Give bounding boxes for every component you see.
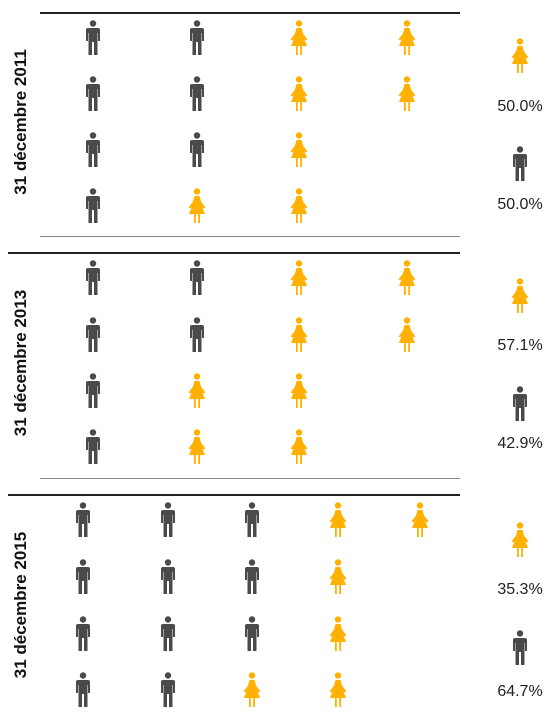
female-person-icon	[188, 188, 206, 223]
female-person-icon	[329, 672, 347, 707]
female-person-icon	[188, 373, 206, 408]
male-person-icon	[76, 616, 90, 651]
male-person-icon	[245, 502, 259, 537]
legend-female-person-icon	[511, 278, 529, 313]
panel-top-rule	[8, 494, 460, 496]
female-person-icon	[398, 76, 416, 111]
male-person-icon	[76, 502, 90, 537]
male-percentage-label: 64.7%	[497, 683, 543, 700]
female-person-icon	[290, 260, 308, 295]
panel-top-rule	[8, 252, 460, 254]
female-person-icon	[188, 429, 206, 464]
male-person-icon	[161, 616, 175, 651]
legend-female-person-icon	[511, 38, 529, 73]
panel-divider	[40, 478, 460, 479]
male-person-icon	[86, 188, 100, 223]
female-person-icon	[290, 429, 308, 464]
panel-date-label: 31 décembre 2011	[11, 49, 30, 195]
legend-female-person-icon	[511, 522, 529, 557]
legend-male-person-icon	[513, 630, 527, 665]
legend-male-person-icon	[513, 146, 527, 181]
female-person-icon	[290, 317, 308, 352]
male-person-icon	[245, 559, 259, 594]
female-person-icon	[398, 260, 416, 295]
panel-top-rule	[40, 12, 460, 14]
female-person-icon	[290, 373, 308, 408]
female-person-icon	[411, 502, 429, 537]
male-person-icon	[86, 317, 100, 352]
female-person-icon	[243, 672, 261, 707]
male-percentage-label: 42.9%	[497, 435, 543, 452]
male-person-icon	[161, 559, 175, 594]
male-person-icon	[161, 672, 175, 707]
male-person-icon	[190, 76, 204, 111]
male-person-icon	[76, 672, 90, 707]
male-person-icon	[86, 132, 100, 167]
legend-male-person-icon	[513, 386, 527, 421]
male-person-icon	[190, 20, 204, 55]
female-person-icon	[290, 76, 308, 111]
male-person-icon	[86, 20, 100, 55]
male-percentage-label: 50.0%	[497, 196, 543, 213]
male-person-icon	[86, 260, 100, 295]
male-person-icon	[190, 317, 204, 352]
female-percentage-label: 35.3%	[497, 581, 543, 598]
male-person-icon	[86, 429, 100, 464]
male-person-icon	[76, 559, 90, 594]
male-person-icon	[190, 132, 204, 167]
female-person-icon	[398, 317, 416, 352]
female-person-icon	[290, 132, 308, 167]
male-person-icon	[245, 616, 259, 651]
panel-date-label: 31 décembre 2013	[11, 289, 30, 437]
male-person-icon	[161, 502, 175, 537]
female-percentage-label: 50.0%	[497, 98, 543, 115]
male-person-icon	[86, 76, 100, 111]
panel-divider	[40, 236, 460, 237]
female-person-icon	[329, 616, 347, 651]
male-person-icon	[86, 373, 100, 408]
female-person-icon	[329, 559, 347, 594]
female-percentage-label: 57.1%	[497, 337, 543, 354]
panel-date-label: 31 décembre 2015	[11, 531, 30, 679]
female-person-icon	[398, 20, 416, 55]
female-person-icon	[290, 20, 308, 55]
female-person-icon	[329, 502, 347, 537]
male-person-icon	[190, 260, 204, 295]
female-person-icon	[290, 188, 308, 223]
